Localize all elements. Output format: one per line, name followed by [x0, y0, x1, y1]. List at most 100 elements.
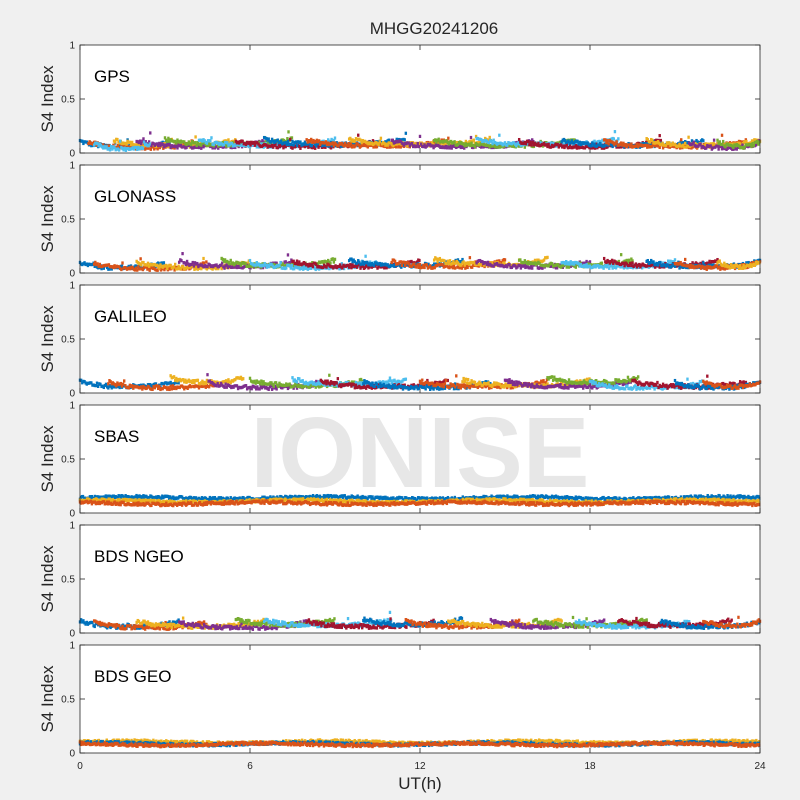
data-point [466, 383, 469, 387]
data-point [130, 140, 134, 144]
data-point [225, 265, 228, 270]
panel-label: GLONASS [94, 187, 176, 206]
data-point [162, 261, 166, 265]
data-point [177, 260, 181, 264]
data-point [169, 380, 172, 385]
data-point [252, 265, 256, 269]
data-point [106, 265, 109, 270]
data-point [252, 140, 256, 145]
data-point [239, 263, 243, 267]
data-point [462, 376, 465, 381]
data-point [458, 383, 461, 387]
data-point [136, 147, 139, 151]
data-point [169, 146, 172, 150]
data-point [116, 143, 120, 148]
data-point [191, 260, 194, 265]
data-point [145, 263, 149, 267]
data-point [258, 387, 261, 391]
data-point [137, 265, 140, 269]
data-point [150, 143, 153, 148]
data-point [546, 255, 549, 259]
data-point [347, 141, 350, 146]
data-point [404, 377, 408, 381]
data-point [531, 266, 534, 270]
data-point [389, 145, 392, 149]
data-point [119, 381, 122, 386]
data-point [389, 379, 393, 383]
data-point [561, 381, 564, 385]
data-point [753, 259, 756, 263]
data-point [361, 385, 364, 390]
data-point [449, 382, 452, 386]
data-point [210, 136, 213, 140]
data-point [417, 145, 421, 149]
data-point [729, 262, 733, 267]
data-point [157, 264, 160, 268]
data-point [491, 383, 495, 387]
data-point [737, 144, 741, 148]
data-point [526, 384, 529, 388]
data-point [142, 260, 145, 265]
data-point [490, 144, 494, 148]
data-point [531, 382, 534, 387]
data-point [619, 253, 623, 257]
data-point [465, 264, 468, 268]
data-point [410, 264, 414, 268]
data-point [533, 261, 537, 265]
data-point [429, 264, 432, 268]
data-point [511, 382, 515, 387]
data-point [360, 141, 363, 145]
data-point [522, 261, 525, 265]
data-point [104, 382, 108, 386]
data-point [631, 259, 634, 263]
data-point [169, 384, 172, 388]
data-point [451, 266, 455, 270]
data-point [407, 141, 410, 145]
data-point [589, 144, 593, 148]
data-point [291, 376, 294, 380]
data-point [83, 261, 86, 265]
data-point [726, 146, 729, 150]
data-point [623, 264, 626, 268]
data-point [602, 256, 606, 261]
data-point [610, 263, 613, 267]
data-point [292, 386, 295, 390]
data-point [757, 142, 760, 146]
data-point [531, 138, 534, 142]
data-point [295, 259, 299, 263]
data-point [479, 263, 482, 267]
data-point [308, 141, 311, 146]
data-point [284, 141, 287, 145]
data-point [332, 144, 336, 148]
data-point [684, 257, 687, 262]
data-point [181, 252, 184, 256]
data-point [565, 260, 568, 264]
data-point [614, 266, 618, 270]
data-point [421, 378, 424, 382]
data-point [319, 142, 322, 147]
data-point [568, 143, 572, 147]
data-point [547, 264, 550, 268]
data-point [350, 257, 353, 261]
data-point [400, 263, 404, 268]
data-point [173, 268, 176, 272]
data-point [566, 384, 570, 388]
data-point [732, 145, 735, 150]
data-point [636, 145, 640, 149]
data-point [359, 138, 362, 142]
data-point [472, 138, 476, 142]
data-point [270, 137, 274, 141]
data-point [448, 146, 451, 150]
data-point [379, 136, 383, 140]
data-point [455, 374, 458, 378]
data-point [663, 265, 666, 269]
data-point [468, 262, 471, 266]
data-point [140, 383, 143, 387]
data-point [514, 384, 517, 389]
data-point [469, 135, 473, 140]
data-point [308, 385, 312, 389]
data-point [427, 262, 430, 266]
data-point [466, 265, 469, 270]
data-point [704, 265, 707, 269]
